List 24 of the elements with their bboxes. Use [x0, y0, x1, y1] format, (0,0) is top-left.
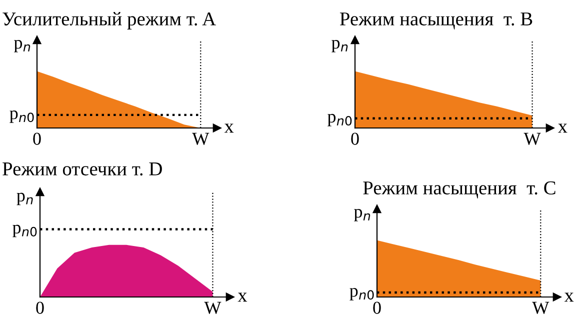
x-tick-label: 0 [373, 302, 381, 314]
x-axis-title: x [224, 124, 234, 133]
ref-line-label: p$_{n0}$ [328, 114, 352, 126]
y-axis-title: p$_{n}$ [16, 192, 33, 206]
x-axis-title: x [558, 124, 568, 133]
x-tick-label: W [204, 302, 222, 314]
ref-line-label: p$_{n0}$ [10, 110, 34, 123]
y-axis-title: p$_{n}$ [354, 208, 370, 222]
x-tick-label: W [192, 132, 210, 145]
y-axis-title: p$_{n}$ [14, 40, 30, 52]
y-axis-title: p$_{n}$ [332, 40, 348, 52]
x-axis-title: x [564, 292, 574, 302]
chart-title: Режим насыщения т. B [340, 12, 532, 30]
x-tick-label: 0 [33, 132, 41, 145]
x-tick-label: W [524, 132, 541, 145]
ref-line-label: p$_{n0}$ [12, 224, 37, 238]
x-tick-label: 0 [351, 132, 359, 145]
x-tick-label: 0 [36, 302, 44, 314]
chart-title: Режим отсечки т. D [2, 162, 162, 176]
x-axis-title: x [238, 292, 248, 302]
chart-title: Усилительный режим т. A [2, 12, 216, 30]
x-tick-label: W [532, 302, 550, 314]
chart-title: Режим насыщения т. C [363, 181, 556, 198]
ref-line-label: p$_{n0}$ [350, 288, 374, 300]
